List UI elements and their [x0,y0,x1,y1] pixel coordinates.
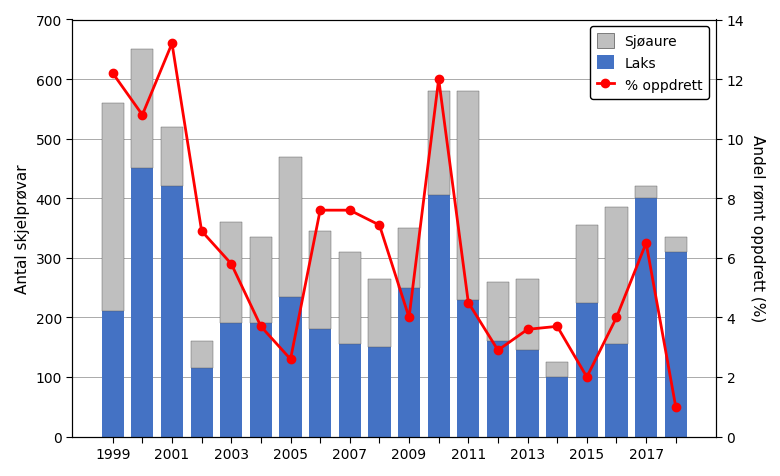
Bar [398,288,420,436]
Bar [605,208,628,345]
Bar [161,187,183,436]
Bar [161,128,183,187]
Bar [576,226,598,303]
Bar [279,157,302,297]
Bar [368,279,391,347]
Bar [309,231,332,330]
Bar [250,238,272,324]
Bar [427,196,450,436]
Bar [101,312,124,436]
Bar [665,252,687,436]
Bar [427,92,450,196]
Bar [131,169,154,436]
Bar [576,303,598,436]
Bar [546,362,569,377]
Bar [546,377,569,436]
Bar [368,347,391,436]
Bar [635,187,658,199]
Bar [457,300,480,436]
Bar [457,92,480,300]
Bar [220,324,243,436]
Bar [516,279,539,350]
Bar [339,252,361,345]
Bar [190,342,213,368]
Bar [250,324,272,436]
Bar [635,199,658,436]
Bar [309,330,332,436]
Bar [339,345,361,436]
Y-axis label: Andel rømt oppdrett (%): Andel rømt oppdrett (%) [750,135,765,322]
Bar [220,223,243,324]
Y-axis label: Antal skjelprøvar: Antal skjelprøvar [15,164,30,293]
Bar [487,342,509,436]
Bar [131,50,154,169]
Bar [665,238,687,252]
Bar [190,368,213,436]
Bar [487,282,509,342]
Bar [516,350,539,436]
Bar [398,228,420,288]
Bar [279,297,302,436]
Legend: Sjøaure, Laks, % oppdrett: Sjøaure, Laks, % oppdrett [590,28,709,99]
Bar [101,104,124,312]
Bar [605,345,628,436]
